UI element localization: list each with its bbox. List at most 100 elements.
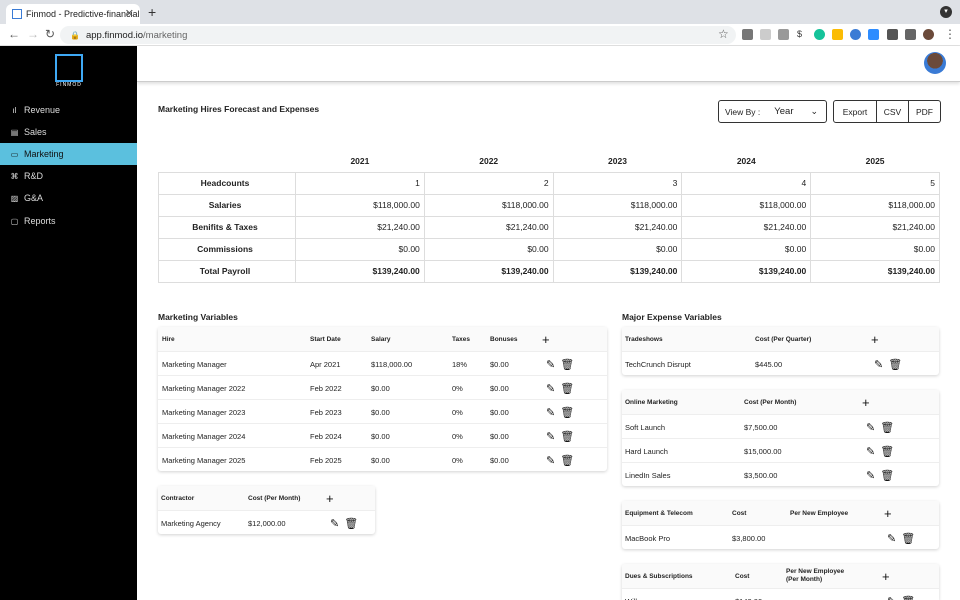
online-marketing-card: Online Marketing Cost (Per Month) + Soft… bbox=[622, 390, 939, 486]
close-tab-icon[interactable]: ✕ bbox=[124, 8, 134, 20]
trash-icon[interactable]: 🗑 bbox=[560, 454, 575, 467]
online-name: Soft Launch bbox=[625, 422, 666, 432]
bookmark-star-icon[interactable]: ☆ bbox=[718, 27, 729, 41]
window-menu-icon[interactable]: ▾ bbox=[940, 6, 952, 18]
add-contractor-button[interactable]: + bbox=[326, 490, 334, 506]
new-tab-icon[interactable]: + bbox=[148, 4, 157, 20]
calendar-icon[interactable] bbox=[887, 29, 898, 40]
forward-icon[interactable]: → bbox=[27, 27, 39, 41]
table-cell: $21,240.00 bbox=[552, 215, 683, 239]
edit-icon[interactable]: ✎ bbox=[546, 454, 556, 467]
sidebar-item-sales[interactable]: ▤ Sales bbox=[0, 121, 137, 143]
add-online-button[interactable]: + bbox=[862, 394, 870, 410]
edit-icon[interactable]: ✎ bbox=[546, 406, 556, 419]
hire-salary: $0.00 bbox=[371, 455, 390, 465]
trash-icon[interactable]: 🗑 bbox=[344, 517, 359, 530]
edit-icon[interactable]: ✎ bbox=[330, 517, 340, 530]
column-header: Start Date bbox=[310, 335, 341, 343]
contractor-name: Marketing Agency bbox=[161, 518, 221, 528]
table-row: Commissions $0.00 $0.00 $0.00 $0.00 $0.0… bbox=[158, 237, 940, 261]
trash-icon[interactable]: 🗑 bbox=[560, 382, 575, 395]
hire-start: Feb 2025 bbox=[310, 455, 342, 465]
column-header: Bonuses bbox=[490, 335, 518, 343]
zoom-icon[interactable] bbox=[868, 29, 879, 40]
tab-title: Finmod - Predictive-financial m bbox=[26, 9, 140, 19]
column-header: Online Marketing bbox=[625, 398, 678, 406]
table-row: Marketing Manager 2025 Feb 2025 $0.00 0%… bbox=[158, 447, 607, 471]
export-button[interactable]: Export bbox=[833, 100, 877, 123]
sidebar-item-revenue[interactable]: ıl Revenue bbox=[0, 99, 137, 121]
column-header: Salary bbox=[371, 335, 391, 343]
trash-icon[interactable]: 🗑 bbox=[560, 430, 575, 443]
marketing-icon: ▭ bbox=[10, 149, 19, 159]
dues-cost: $142.00 bbox=[735, 589, 762, 600]
edit-icon[interactable]: ✎ bbox=[546, 382, 556, 395]
reload-icon[interactable]: ↻ bbox=[45, 27, 56, 41]
edit-icon[interactable]: ✎ bbox=[866, 421, 876, 434]
extension-icon[interactable] bbox=[742, 29, 753, 40]
total-row: Total Payroll $139,240.00 $139,240.00 $1… bbox=[158, 259, 940, 283]
column-header: Equipment & Telecom bbox=[625, 509, 693, 517]
table-row: Salaries $118,000.00 $118,000.00 $118,00… bbox=[158, 193, 940, 217]
contractor-card: Contractor Cost (Per Month) + Marketing … bbox=[158, 486, 375, 534]
extension-icon[interactable]: $ bbox=[797, 29, 808, 40]
row-label: Benifits & Taxes bbox=[158, 215, 296, 239]
drive-icon[interactable] bbox=[832, 29, 843, 40]
table-cell: $21,240.00 bbox=[295, 215, 425, 239]
table-cell: 5 bbox=[810, 171, 940, 195]
tradeshows-card: Tradeshows Cost (Per Quarter) + TechCrun… bbox=[622, 327, 939, 375]
table-row: MacBook Pro $3,800.00 ✎ 🗑 bbox=[622, 525, 939, 549]
edit-icon[interactable]: ✎ bbox=[546, 430, 556, 443]
edit-icon[interactable]: ✎ bbox=[887, 595, 896, 600]
online-name: Hard Launch bbox=[625, 446, 668, 456]
add-tradeshow-button[interactable]: + bbox=[871, 331, 879, 347]
pdf-button[interactable]: PDF bbox=[909, 100, 941, 123]
profile-icon[interactable] bbox=[923, 29, 934, 40]
sidebar-item-rd[interactable]: ⌘ R&D bbox=[0, 165, 137, 187]
browser-menu-icon[interactable]: ⋮ bbox=[944, 27, 956, 41]
back-icon[interactable]: ← bbox=[8, 27, 20, 41]
table-cell: 2 bbox=[423, 171, 554, 195]
grammarly-icon[interactable] bbox=[814, 29, 825, 40]
row-actions: ✎🗑 bbox=[866, 415, 894, 439]
export-button-group: Export CSV PDF bbox=[833, 100, 941, 123]
edit-icon[interactable]: ✎ bbox=[866, 445, 876, 458]
puzzle-icon[interactable] bbox=[905, 29, 916, 40]
forecast-corner bbox=[159, 150, 296, 172]
command-icon: ⌘ bbox=[10, 171, 19, 181]
csv-button[interactable]: CSV bbox=[877, 100, 909, 123]
trash-icon[interactable]: 🗑 bbox=[901, 532, 916, 545]
row-actions: ✎🗑 bbox=[887, 526, 915, 550]
row-label: Total Payroll bbox=[158, 259, 296, 283]
add-hire-button[interactable]: + bbox=[542, 331, 550, 347]
table-row: Headcounts 1 2 3 4 5 bbox=[158, 171, 940, 195]
edit-icon[interactable]: ✎ bbox=[874, 358, 884, 371]
trash-icon[interactable]: 🗑 bbox=[880, 421, 895, 434]
extension-icon[interactable] bbox=[760, 29, 771, 40]
sidebar-item-marketing[interactable]: ▭ Marketing bbox=[0, 143, 137, 165]
edit-icon[interactable]: ✎ bbox=[887, 532, 897, 545]
folder-icon: ▢ bbox=[10, 216, 19, 226]
edit-icon[interactable]: ✎ bbox=[546, 358, 556, 371]
add-dues-button[interactable]: + bbox=[882, 568, 890, 584]
view-by-select[interactable]: View By : Year ⌄ bbox=[718, 100, 827, 123]
sidebar-item-reports[interactable]: ▢ Reports bbox=[0, 210, 137, 232]
trash-icon[interactable]: 🗑 bbox=[560, 358, 575, 371]
user-avatar[interactable] bbox=[924, 52, 946, 74]
trash-icon[interactable]: 🗑 bbox=[888, 358, 903, 371]
hire-start: Feb 2024 bbox=[310, 431, 342, 441]
trash-icon[interactable]: 🗑 bbox=[560, 406, 575, 419]
trash-icon[interactable]: 🗑 bbox=[880, 445, 895, 458]
sidebar-item-ga[interactable]: ▨ G&A bbox=[0, 187, 137, 209]
trash-icon[interactable]: 🗑 bbox=[880, 469, 895, 482]
edit-icon[interactable]: ✎ bbox=[866, 469, 876, 482]
extension-icon[interactable] bbox=[778, 29, 789, 40]
address-bar[interactable]: 🔒 app.finmod.io/marketing bbox=[60, 26, 736, 44]
add-equipment-button[interactable]: + bbox=[884, 505, 892, 521]
trash-icon[interactable]: 🗑 bbox=[901, 595, 915, 600]
row-actions: ✎🗑 bbox=[866, 463, 894, 487]
row-actions: ✎🗑 bbox=[546, 424, 574, 448]
table-cell: $139,240.00 bbox=[423, 259, 554, 283]
extension-icon[interactable] bbox=[850, 29, 861, 40]
browser-tab[interactable]: Finmod - Predictive-financial m ✕ bbox=[6, 4, 140, 24]
